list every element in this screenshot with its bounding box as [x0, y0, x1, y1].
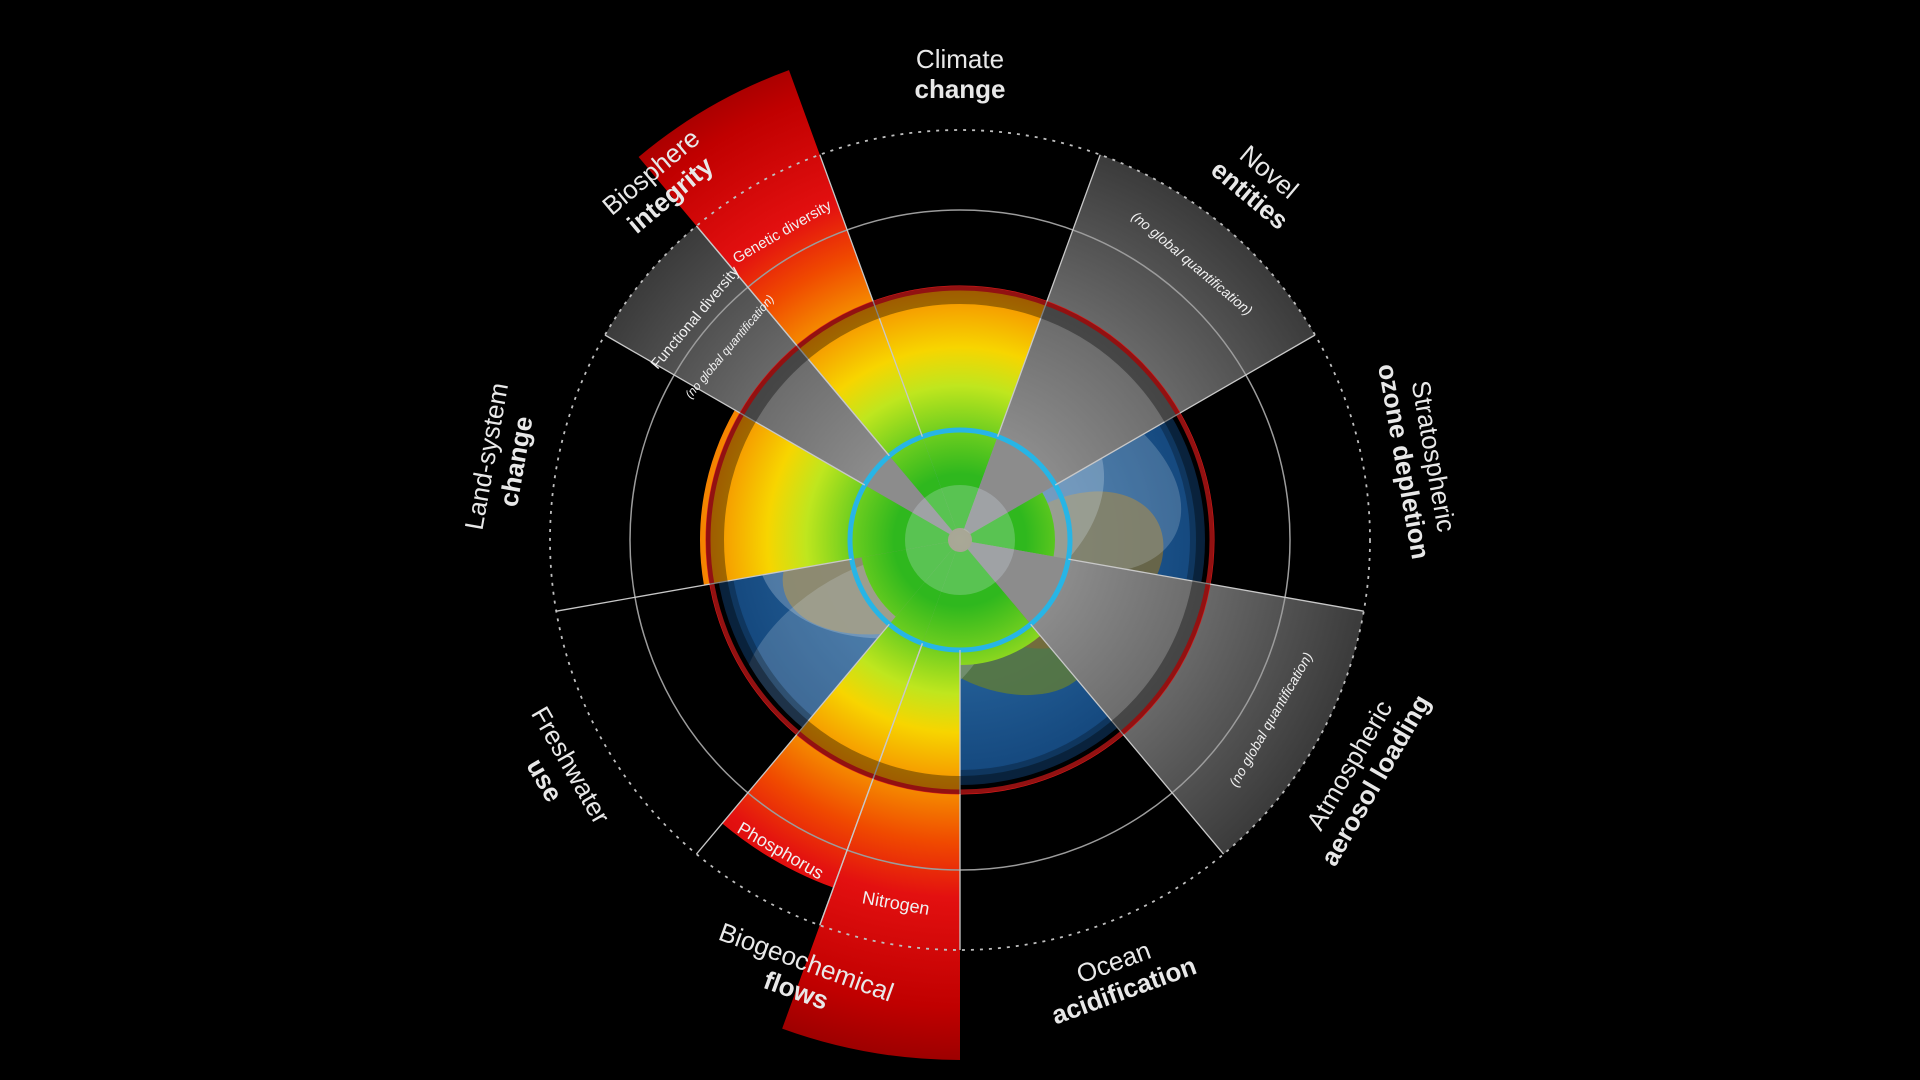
diagram-svg: (no global quantification)(no global qua…	[0, 0, 1920, 1080]
planetary-boundaries-diagram: (no global quantification)(no global qua…	[0, 0, 1920, 1080]
